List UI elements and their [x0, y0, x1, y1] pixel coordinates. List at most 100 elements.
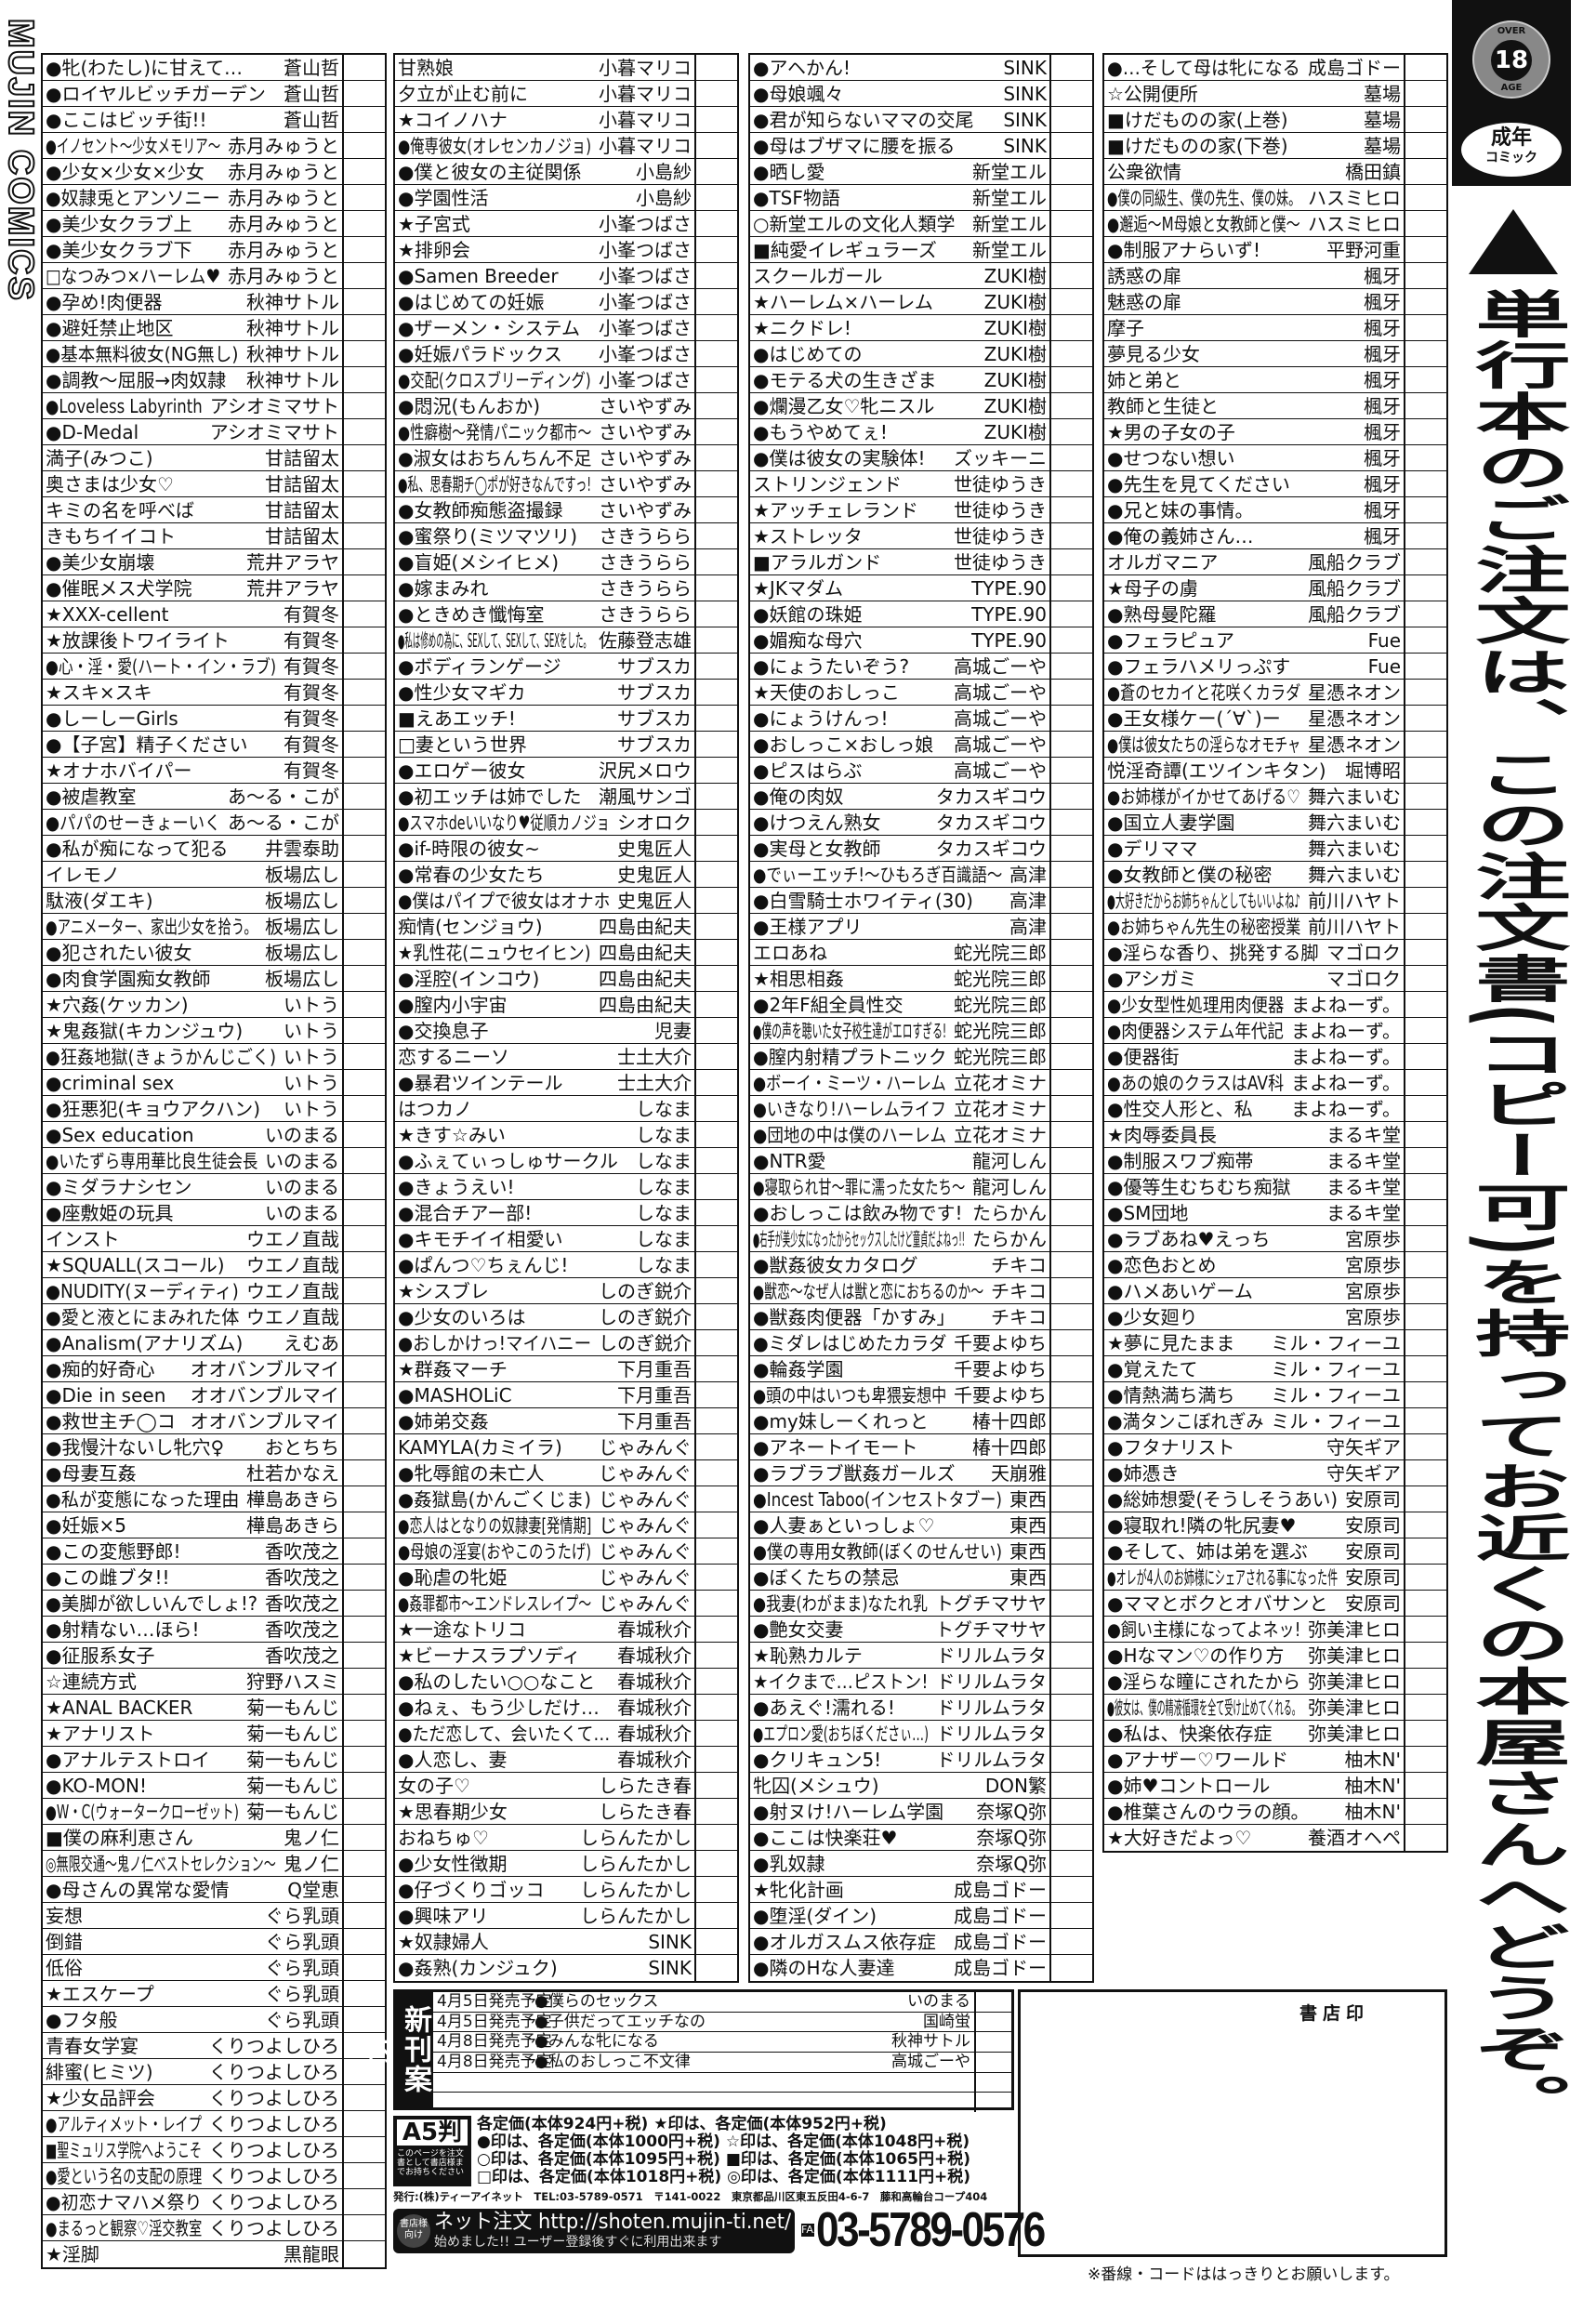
quantity-cell[interactable] — [696, 1278, 737, 1303]
quantity-cell[interactable] — [344, 263, 385, 288]
quantity-cell[interactable] — [344, 836, 385, 861]
quantity-cell[interactable] — [344, 1304, 385, 1329]
quantity-cell[interactable] — [344, 1851, 385, 1876]
quantity-cell[interactable] — [696, 419, 737, 444]
quantity-cell[interactable] — [696, 1122, 737, 1147]
quantity-cell[interactable] — [1051, 810, 1092, 835]
quantity-cell[interactable] — [1051, 1903, 1092, 1928]
quantity-cell[interactable] — [976, 1992, 1011, 2012]
quantity-cell[interactable] — [1405, 107, 1446, 132]
quantity-cell[interactable] — [696, 1617, 737, 1642]
quantity-cell[interactable] — [1405, 940, 1446, 965]
quantity-cell[interactable] — [1051, 289, 1092, 314]
quantity-cell[interactable] — [1405, 575, 1446, 601]
quantity-cell[interactable] — [1405, 601, 1446, 627]
quantity-cell[interactable] — [1051, 1122, 1092, 1147]
quantity-cell[interactable] — [344, 2085, 385, 2110]
quantity-cell[interactable] — [344, 1617, 385, 1642]
quantity-cell[interactable] — [1405, 888, 1446, 913]
quantity-cell[interactable] — [1405, 758, 1446, 783]
quantity-cell[interactable] — [344, 1018, 385, 1043]
quantity-cell[interactable] — [696, 445, 737, 470]
quantity-cell[interactable] — [1051, 1565, 1092, 1590]
quantity-cell[interactable] — [696, 263, 737, 288]
quantity-cell[interactable] — [1051, 732, 1092, 757]
quantity-cell[interactable] — [1405, 1721, 1446, 1746]
quantity-cell[interactable] — [344, 888, 385, 913]
quantity-cell[interactable] — [1405, 263, 1446, 288]
quantity-cell[interactable] — [696, 1356, 737, 1381]
quantity-cell[interactable] — [696, 1851, 737, 1876]
quantity-cell[interactable] — [976, 2032, 1011, 2052]
quantity-cell[interactable] — [1051, 1617, 1092, 1642]
quantity-cell[interactable] — [1051, 419, 1092, 444]
quantity-cell[interactable] — [1405, 1512, 1446, 1538]
quantity-cell[interactable] — [1051, 1382, 1092, 1407]
quantity-cell[interactable] — [1051, 1955, 1092, 1981]
quantity-cell[interactable] — [696, 1044, 737, 1069]
quantity-cell[interactable] — [1405, 237, 1446, 262]
quantity-cell[interactable] — [344, 1356, 385, 1381]
quantity-cell[interactable] — [696, 1486, 737, 1512]
quantity-cell[interactable] — [1051, 601, 1092, 627]
quantity-cell[interactable] — [344, 419, 385, 444]
quantity-cell[interactable] — [1405, 1617, 1446, 1642]
quantity-cell[interactable] — [1051, 1356, 1092, 1381]
quantity-cell[interactable] — [1051, 1538, 1092, 1564]
quantity-cell[interactable] — [1405, 497, 1446, 522]
quantity-cell[interactable] — [344, 1226, 385, 1251]
quantity-cell[interactable] — [1051, 575, 1092, 601]
quantity-cell[interactable] — [344, 1565, 385, 1590]
quantity-cell[interactable] — [344, 2111, 385, 2136]
quantity-cell[interactable] — [1051, 1851, 1092, 1876]
quantity-cell[interactable] — [1405, 966, 1446, 991]
quantity-cell[interactable] — [1405, 1434, 1446, 1459]
quantity-cell[interactable] — [1051, 1643, 1092, 1668]
quantity-cell[interactable] — [344, 2007, 385, 2032]
net-order-url[interactable]: ネット注文 http://shoten.mujin-ti.net/ — [434, 2211, 792, 2234]
quantity-cell[interactable] — [1405, 55, 1446, 80]
quantity-cell[interactable] — [696, 732, 737, 757]
quantity-cell[interactable] — [344, 1981, 385, 2006]
quantity-cell[interactable] — [1051, 1070, 1092, 1095]
quantity-cell[interactable] — [344, 55, 385, 80]
quantity-cell[interactable] — [696, 1174, 737, 1199]
quantity-cell[interactable] — [344, 211, 385, 236]
quantity-cell[interactable] — [696, 706, 737, 731]
quantity-cell[interactable] — [696, 523, 737, 548]
quantity-cell[interactable] — [344, 1434, 385, 1459]
quantity-cell[interactable] — [1051, 133, 1092, 158]
quantity-cell[interactable] — [1051, 1304, 1092, 1329]
quantity-cell[interactable] — [1405, 654, 1446, 679]
quantity-cell[interactable] — [344, 497, 385, 522]
quantity-cell[interactable] — [344, 1460, 385, 1486]
quantity-cell[interactable] — [1405, 1825, 1446, 1851]
quantity-cell[interactable] — [1405, 367, 1446, 392]
quantity-cell[interactable] — [1405, 1408, 1446, 1433]
quantity-cell[interactable] — [344, 732, 385, 757]
quantity-cell[interactable] — [1405, 523, 1446, 548]
quantity-cell[interactable] — [696, 237, 737, 262]
quantity-cell[interactable] — [1405, 419, 1446, 444]
quantity-cell[interactable] — [344, 289, 385, 314]
quantity-cell[interactable] — [1405, 471, 1446, 496]
quantity-cell[interactable] — [696, 992, 737, 1017]
quantity-cell[interactable] — [696, 1669, 737, 1694]
quantity-cell[interactable] — [344, 1825, 385, 1850]
quantity-cell[interactable] — [1051, 1877, 1092, 1902]
quantity-cell[interactable] — [1051, 1773, 1092, 1798]
quantity-cell[interactable] — [1051, 341, 1092, 366]
quantity-cell[interactable] — [1405, 81, 1446, 106]
quantity-cell[interactable] — [1405, 914, 1446, 939]
quantity-cell[interactable] — [1405, 810, 1446, 835]
quantity-cell[interactable] — [344, 2189, 385, 2214]
quantity-cell[interactable] — [1405, 1226, 1446, 1251]
quantity-cell[interactable] — [1051, 1747, 1092, 1772]
quantity-cell[interactable] — [1051, 888, 1092, 913]
quantity-cell[interactable] — [1405, 1695, 1446, 1720]
quantity-cell[interactable] — [1051, 1434, 1092, 1459]
quantity-cell[interactable] — [696, 1460, 737, 1486]
quantity-cell[interactable] — [1405, 1538, 1446, 1564]
quantity-cell[interactable] — [696, 1955, 737, 1981]
quantity-cell[interactable] — [696, 549, 737, 574]
